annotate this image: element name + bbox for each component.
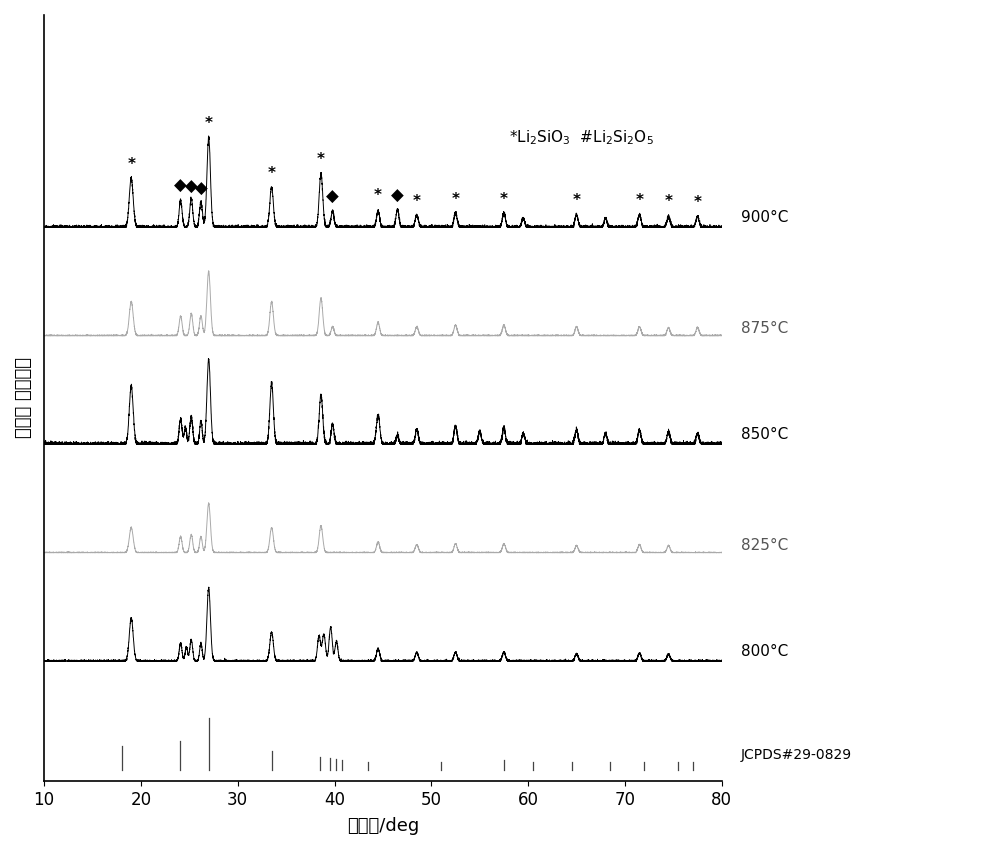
Text: *: * — [635, 193, 643, 207]
Text: *: * — [694, 196, 702, 210]
Text: *: * — [127, 157, 135, 173]
Text: *: * — [452, 192, 460, 207]
Text: *: * — [317, 152, 325, 167]
Text: 825°C: 825°C — [741, 537, 788, 553]
Text: ◆: ◆ — [174, 177, 187, 196]
Text: *: * — [268, 166, 276, 181]
X-axis label: 衍射角/deg: 衍射角/deg — [347, 817, 419, 835]
Text: 900°C: 900°C — [741, 210, 788, 225]
Text: 850°C: 850°C — [741, 428, 788, 442]
Text: *: * — [664, 194, 672, 209]
Text: ◆: ◆ — [185, 178, 198, 196]
Text: *: * — [500, 192, 508, 207]
Text: JCPDS#29-0829: JCPDS#29-0829 — [741, 749, 852, 762]
Text: *: * — [413, 194, 421, 209]
Text: *: * — [205, 116, 213, 131]
Text: 800°C: 800°C — [741, 644, 788, 660]
Text: *: * — [573, 193, 581, 208]
Y-axis label: 衍射峰 相对强度: 衍射峰 相对强度 — [15, 358, 33, 439]
Text: 875°C: 875°C — [741, 320, 788, 336]
Text: ◆: ◆ — [326, 189, 339, 207]
Text: ◆: ◆ — [195, 180, 207, 198]
Text: $*$Li$_2$SiO$_3$  $\#$Li$_2$Si$_2$O$_5$: $*$Li$_2$SiO$_3$ $\#$Li$_2$Si$_2$O$_5$ — [509, 128, 654, 147]
Text: *: * — [374, 188, 382, 203]
Text: ◆: ◆ — [391, 187, 404, 205]
